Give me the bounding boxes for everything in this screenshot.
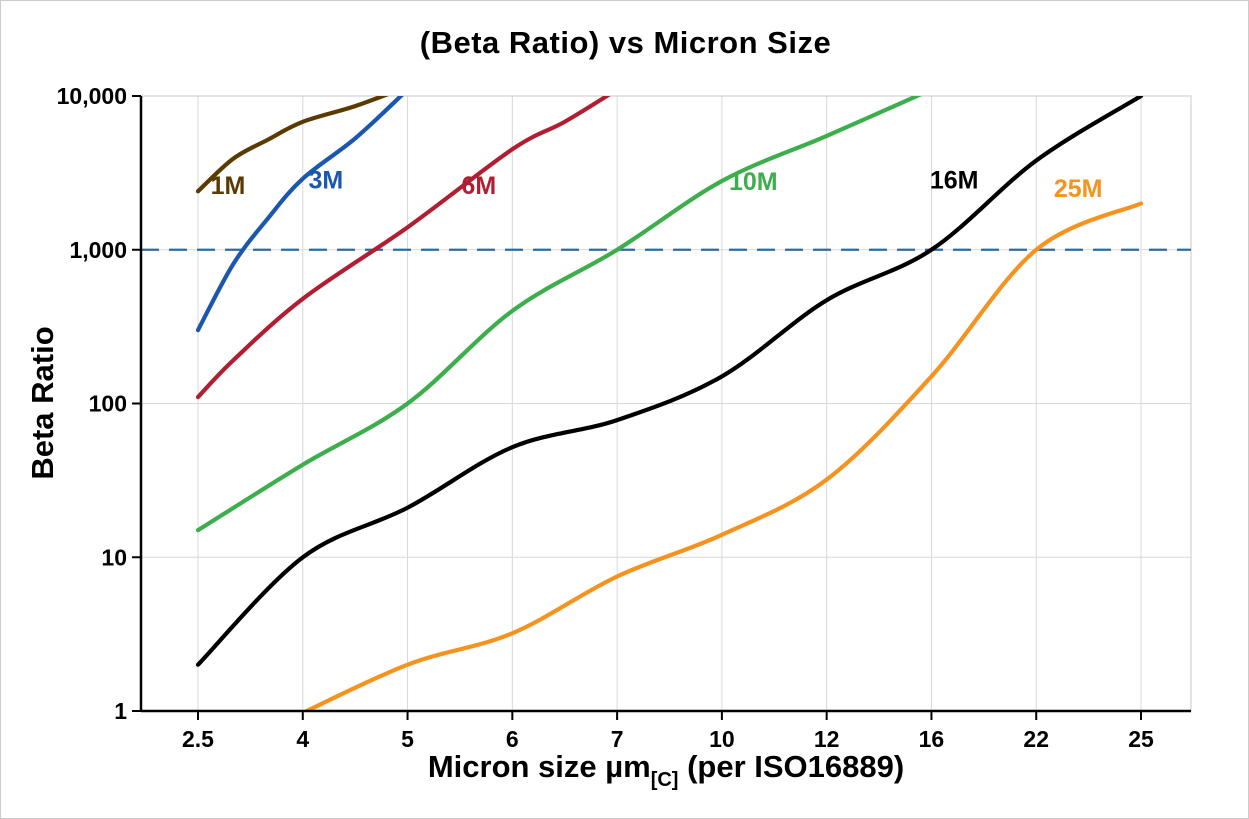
y-tick-label-10,000: 10,000: [57, 83, 127, 109]
series-line-10M: [195, 96, 923, 533]
series-line-6M: [195, 96, 611, 400]
series-line-25M: [302, 201, 1144, 711]
x-tick-label-4: 4: [296, 726, 309, 752]
x-tick-label-22: 22: [1023, 726, 1049, 752]
series-line-1M: [195, 96, 389, 194]
series-group: [195, 96, 1144, 711]
x-tick-label-5: 5: [401, 726, 414, 752]
y-axis-title: Beta Ratio: [25, 326, 60, 480]
chart-title: (Beta Ratio) vs Micron Size: [419, 25, 832, 60]
series-label-6M: 6M: [461, 172, 496, 200]
series-line-3M: [195, 96, 404, 333]
x-tick-label-25: 25: [1128, 726, 1154, 752]
x-tick-label-2.5: 2.5: [182, 726, 214, 752]
x-tick-label-6: 6: [506, 726, 519, 752]
y-tick-label-100: 100: [89, 391, 127, 417]
series-label-1M: 1M: [211, 172, 246, 200]
series-line-16M: [195, 96, 1144, 667]
y-tick-label-1,000: 1,000: [69, 237, 127, 263]
x-axis-title: Micron size µm[C] (per ISO16889): [428, 749, 904, 792]
x-tick-label-7: 7: [611, 726, 624, 752]
x-tick-label-10: 10: [709, 726, 735, 752]
x-tick-label-12: 12: [814, 726, 840, 752]
series-label-3M: 3M: [308, 167, 343, 195]
series-label-16M: 16M: [930, 167, 979, 195]
series-label-25M: 25M: [1054, 175, 1103, 203]
y-tick-label-1: 1: [114, 698, 127, 724]
x-tick-label-16: 16: [919, 726, 945, 752]
x-axis-title-main: Micron size µm: [427, 749, 651, 784]
x-axis-title-subscript: [C]: [650, 769, 679, 791]
x-axis-title-rest: (per ISO16889): [678, 749, 905, 784]
series-label-10M: 10M: [729, 168, 778, 196]
y-tick-label-10: 10: [101, 544, 127, 570]
